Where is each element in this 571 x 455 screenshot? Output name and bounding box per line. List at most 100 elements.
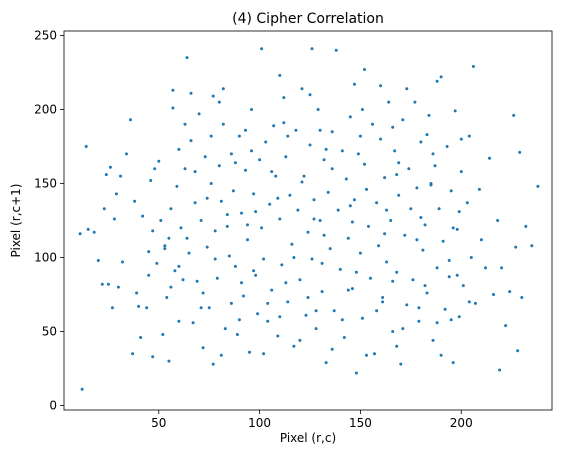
data-point [447,275,451,279]
data-point [318,219,322,222]
data-point [256,312,260,316]
data-point [512,113,516,117]
data-point [399,362,403,366]
data-point [264,140,268,144]
data-point [227,254,231,258]
data-point [116,285,120,289]
data-point [326,190,330,194]
data-point [308,93,312,97]
data-point [322,158,326,162]
data-point [121,260,124,264]
data-point [411,278,415,282]
data-point [102,207,106,211]
data-point [213,257,217,261]
data-point [237,134,241,138]
data-point [479,238,483,242]
data-point [350,287,354,291]
data-point [100,282,104,286]
data-point [419,216,423,219]
data-point [451,226,455,230]
data-point [197,112,201,116]
data-point [308,143,312,147]
data-point [131,352,135,356]
data-point [215,276,219,280]
data-point [488,156,491,160]
data-point [393,149,397,153]
data-point [286,300,290,304]
data-point [292,256,296,259]
data-point [334,48,338,52]
data-point [435,266,439,270]
data-point [282,96,286,100]
y-tick-label: 0 [49,399,57,413]
x-tick-label: 100 [248,416,271,430]
data-point [209,134,213,138]
data-point [114,192,118,196]
data-point [455,273,459,277]
data-point [108,165,112,169]
data-point [375,201,379,205]
data-point [328,247,332,251]
data-point [385,208,389,212]
data-point [498,368,502,372]
data-point [435,79,439,83]
y-tick-label: 50 [42,325,57,339]
data-point [391,279,395,283]
data-point [223,327,227,331]
data-point [199,219,203,222]
data-point [177,319,181,323]
data-point [457,315,461,319]
data-point [484,266,487,270]
data-point [296,208,300,212]
data-point [429,183,433,187]
data-point [163,244,167,248]
data-point [383,232,387,236]
data-point [451,361,455,365]
data-point [153,167,157,171]
data-point [203,155,207,159]
data-point [318,128,322,132]
data-point [467,300,471,304]
data-point [260,226,264,230]
data-point [500,266,504,270]
data-point [367,224,370,228]
data-point [211,362,215,366]
data-point [379,137,383,141]
data-point [250,108,253,111]
data-point [360,316,364,320]
data-point [469,256,473,259]
data-point [173,269,177,273]
data-point [524,224,528,228]
data-point [360,108,364,111]
data-point [441,239,445,243]
data-point [189,139,193,143]
data-point [189,91,193,95]
data-point [262,352,266,356]
data-point [375,309,379,313]
data-point [235,333,239,336]
data-point [477,187,481,191]
data-point [250,149,253,153]
data-point [431,152,435,156]
data-point [363,162,366,166]
data-point [86,227,90,231]
data-point [266,319,270,323]
data-point [346,236,350,240]
data-point [423,223,427,227]
data-point [207,306,211,310]
y-tick-label: 100 [34,251,57,265]
data-point [244,168,247,172]
data-point [342,336,346,339]
data-point [278,315,282,319]
data-point [457,210,461,214]
data-point [231,189,235,193]
data-point [244,128,247,132]
data-point [185,236,189,240]
data-point [237,318,241,322]
data-point [270,170,274,174]
data-point [258,158,262,162]
data-point [354,371,358,375]
data-point [298,338,302,342]
data-point [304,313,308,317]
